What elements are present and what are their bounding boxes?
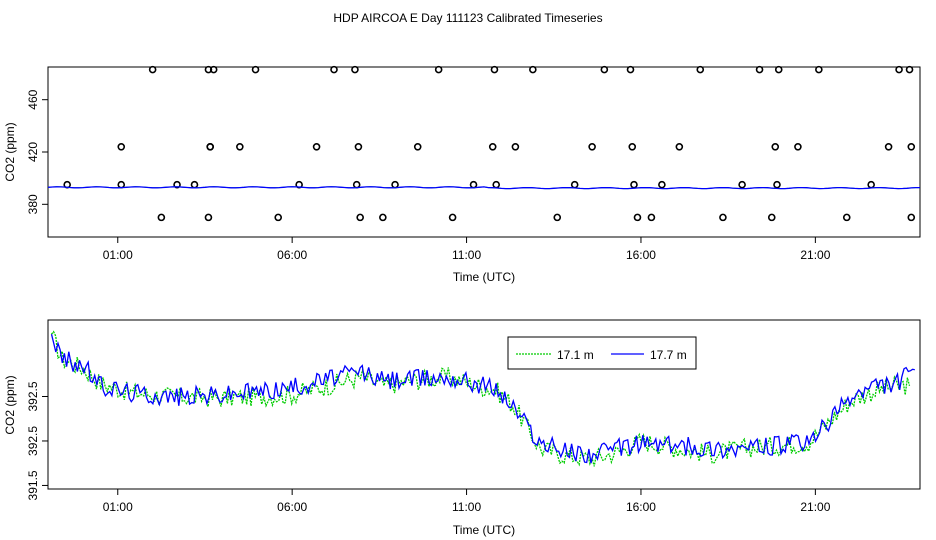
data-point xyxy=(204,213,213,222)
upper-y-axis: 380 420 460 xyxy=(26,89,48,214)
data-point xyxy=(628,142,637,151)
data-point xyxy=(356,213,364,222)
legend-box xyxy=(507,336,697,370)
data-point xyxy=(209,65,218,74)
data-point xyxy=(907,142,916,151)
series-line-17-7m xyxy=(47,186,920,190)
lower-x-axis: 01:00 06:00 11:00 16:00 21:00 xyxy=(103,489,831,514)
upper-data-marks xyxy=(47,65,920,222)
y-tick-label: 460 xyxy=(26,89,40,109)
data-point xyxy=(117,180,126,189)
data-point xyxy=(312,142,321,151)
lower-x-axis-label: Time (UTC) xyxy=(453,523,515,537)
x-tick-label: 21:00 xyxy=(800,248,830,262)
data-point xyxy=(633,213,642,222)
data-point xyxy=(774,65,783,74)
data-point xyxy=(773,180,781,189)
y-tick-label: 380 xyxy=(26,194,40,214)
data-point xyxy=(511,142,520,151)
data-point xyxy=(719,213,727,222)
legend-label-17-1m: 17.1 m xyxy=(557,348,594,362)
lower-panel: 01:00 06:00 11:00 16:00 21:00 391.5 392.5 392.… xyxy=(3,319,921,537)
series-line-17-7-m xyxy=(50,334,915,464)
data-point xyxy=(794,142,802,151)
lower-plot-frame xyxy=(47,319,921,490)
data-point xyxy=(206,142,214,151)
data-point xyxy=(658,180,666,189)
data-point xyxy=(630,180,638,189)
x-tick-label: 21:00 xyxy=(800,500,830,514)
data-point xyxy=(696,65,705,74)
y-tick-label: 392.5 xyxy=(26,426,40,456)
y-tick-label: 420 xyxy=(26,142,40,162)
x-tick-label: 11:00 xyxy=(452,500,481,514)
data-point xyxy=(413,142,422,151)
data-point xyxy=(867,180,875,189)
x-tick-label: 16:00 xyxy=(626,248,656,262)
data-point xyxy=(815,65,823,74)
upper-x-axis: 01:00 06:00 11:00 16:00 21:00 xyxy=(103,237,831,262)
x-tick-label: 01:00 xyxy=(103,248,133,262)
data-point xyxy=(842,213,851,222)
lower-y-axis: 391.5 392.5 392.5 xyxy=(26,381,48,500)
data-point xyxy=(448,213,457,222)
data-point xyxy=(600,65,609,74)
x-tick-label: 06:00 xyxy=(277,248,307,262)
data-point xyxy=(755,65,764,74)
data-point xyxy=(354,142,363,151)
data-point xyxy=(251,65,260,74)
data-point xyxy=(391,180,399,189)
data-point xyxy=(771,142,780,151)
data-point xyxy=(647,213,656,222)
x-tick-label: 16:00 xyxy=(626,500,656,514)
data-point xyxy=(738,180,746,189)
data-point xyxy=(469,180,478,189)
data-point xyxy=(895,65,903,74)
upper-panel: 01:00 06:00 11:00 16:00 21:00 380 420 460 Time… xyxy=(3,65,921,284)
data-point xyxy=(553,213,562,222)
data-point xyxy=(529,65,537,74)
data-point xyxy=(148,65,157,74)
page-title: HDP AIRCOA E Day 111123 Calibrated Times… xyxy=(333,11,602,25)
data-point xyxy=(488,142,497,151)
data-point xyxy=(905,65,914,74)
data-point xyxy=(117,142,126,151)
lower-y-axis-label: CO2 (ppm) xyxy=(3,375,17,434)
y-tick-label: 391.5 xyxy=(26,470,40,500)
legend-label-17-7m: 17.7 m xyxy=(650,348,687,362)
data-point xyxy=(907,213,916,222)
y-tick-label: 392.5 xyxy=(26,381,40,411)
data-point xyxy=(626,65,635,74)
upper-x-axis-label: Time (UTC) xyxy=(453,270,515,284)
x-tick-label: 11:00 xyxy=(452,248,481,262)
data-point xyxy=(767,213,776,222)
data-point xyxy=(330,65,338,74)
upper-y-axis-label: CO2 (ppm) xyxy=(3,122,17,181)
data-point xyxy=(157,213,166,222)
data-point xyxy=(190,180,199,189)
data-point xyxy=(434,65,443,74)
x-tick-label: 01:00 xyxy=(103,500,133,514)
lower-data-marks xyxy=(50,330,915,467)
data-point xyxy=(570,180,579,189)
data-point xyxy=(588,142,596,151)
data-point xyxy=(236,142,244,151)
data-point xyxy=(675,142,684,151)
data-point xyxy=(351,65,359,74)
data-point xyxy=(492,180,501,189)
data-point xyxy=(884,142,893,151)
data-point xyxy=(490,65,499,74)
upper-plot-frame xyxy=(47,66,921,238)
data-point xyxy=(352,180,361,189)
x-tick-label: 06:00 xyxy=(277,500,307,514)
legend: 17.1 m 17.7 m xyxy=(507,336,697,370)
data-point xyxy=(379,213,387,222)
data-point xyxy=(274,213,283,222)
data-point xyxy=(173,180,181,189)
